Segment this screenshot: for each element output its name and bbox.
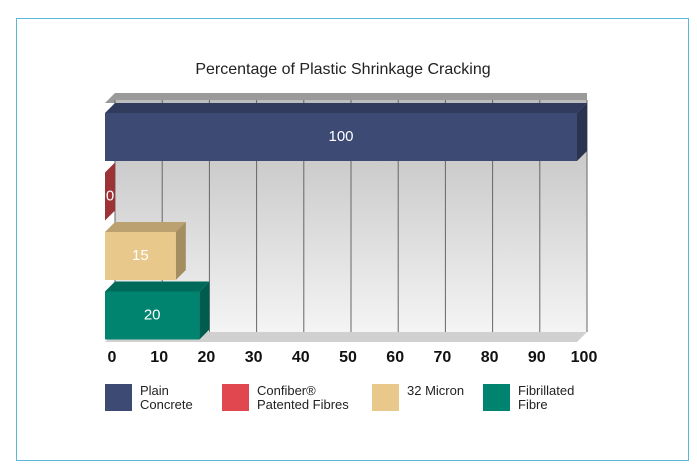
bar-side (199, 281, 210, 340)
x-tick-label: 30 (245, 349, 263, 366)
frame (16, 18, 689, 461)
legend-item: Fibrillated Fibre (483, 384, 588, 412)
legend-swatch (372, 384, 399, 411)
x-tick-label: 60 (386, 349, 404, 366)
x-tick-label: 70 (434, 349, 452, 366)
bar-side (577, 103, 587, 161)
x-tick-label: 50 (339, 349, 357, 366)
data-label: 100 (328, 128, 353, 145)
legend-swatch (105, 384, 132, 411)
data-label: 20 (144, 306, 161, 323)
x-tick-label: 0 (108, 349, 117, 366)
x-tick-label: 100 (571, 349, 598, 366)
bar-top (105, 103, 587, 113)
legend-label: 32 Micron (407, 383, 465, 398)
legend-swatch (483, 384, 510, 411)
bar-side (175, 222, 186, 280)
legend-swatch (222, 384, 249, 411)
legend-item: Confiber® Patented Fibres (222, 384, 367, 412)
bar-side (105, 162, 115, 221)
x-tick-label: 10 (150, 349, 168, 366)
data-label: 0 (106, 187, 114, 204)
x-tick-label: 40 (292, 349, 310, 366)
legend-item: 32 Micron (372, 384, 467, 411)
x-tick-label: 20 (198, 349, 216, 366)
bar-top (105, 222, 186, 232)
legend-item: Plain Concrete (105, 384, 210, 412)
legend-label: Confiber® Patented Fibres (257, 383, 349, 412)
bar-top (105, 281, 210, 292)
bar (105, 232, 176, 280)
x-tick-label: 80 (481, 349, 499, 366)
chart-title: Percentage of Plastic Shrinkage Cracking (195, 61, 490, 78)
floor (105, 332, 587, 342)
x-tick-label: 90 (528, 349, 546, 366)
legend-label: Fibrillated Fibre (518, 383, 575, 412)
data-label: 15 (132, 247, 149, 264)
bar (105, 113, 577, 161)
legend-label: Plain Concrete (140, 383, 193, 412)
bar (105, 291, 200, 340)
